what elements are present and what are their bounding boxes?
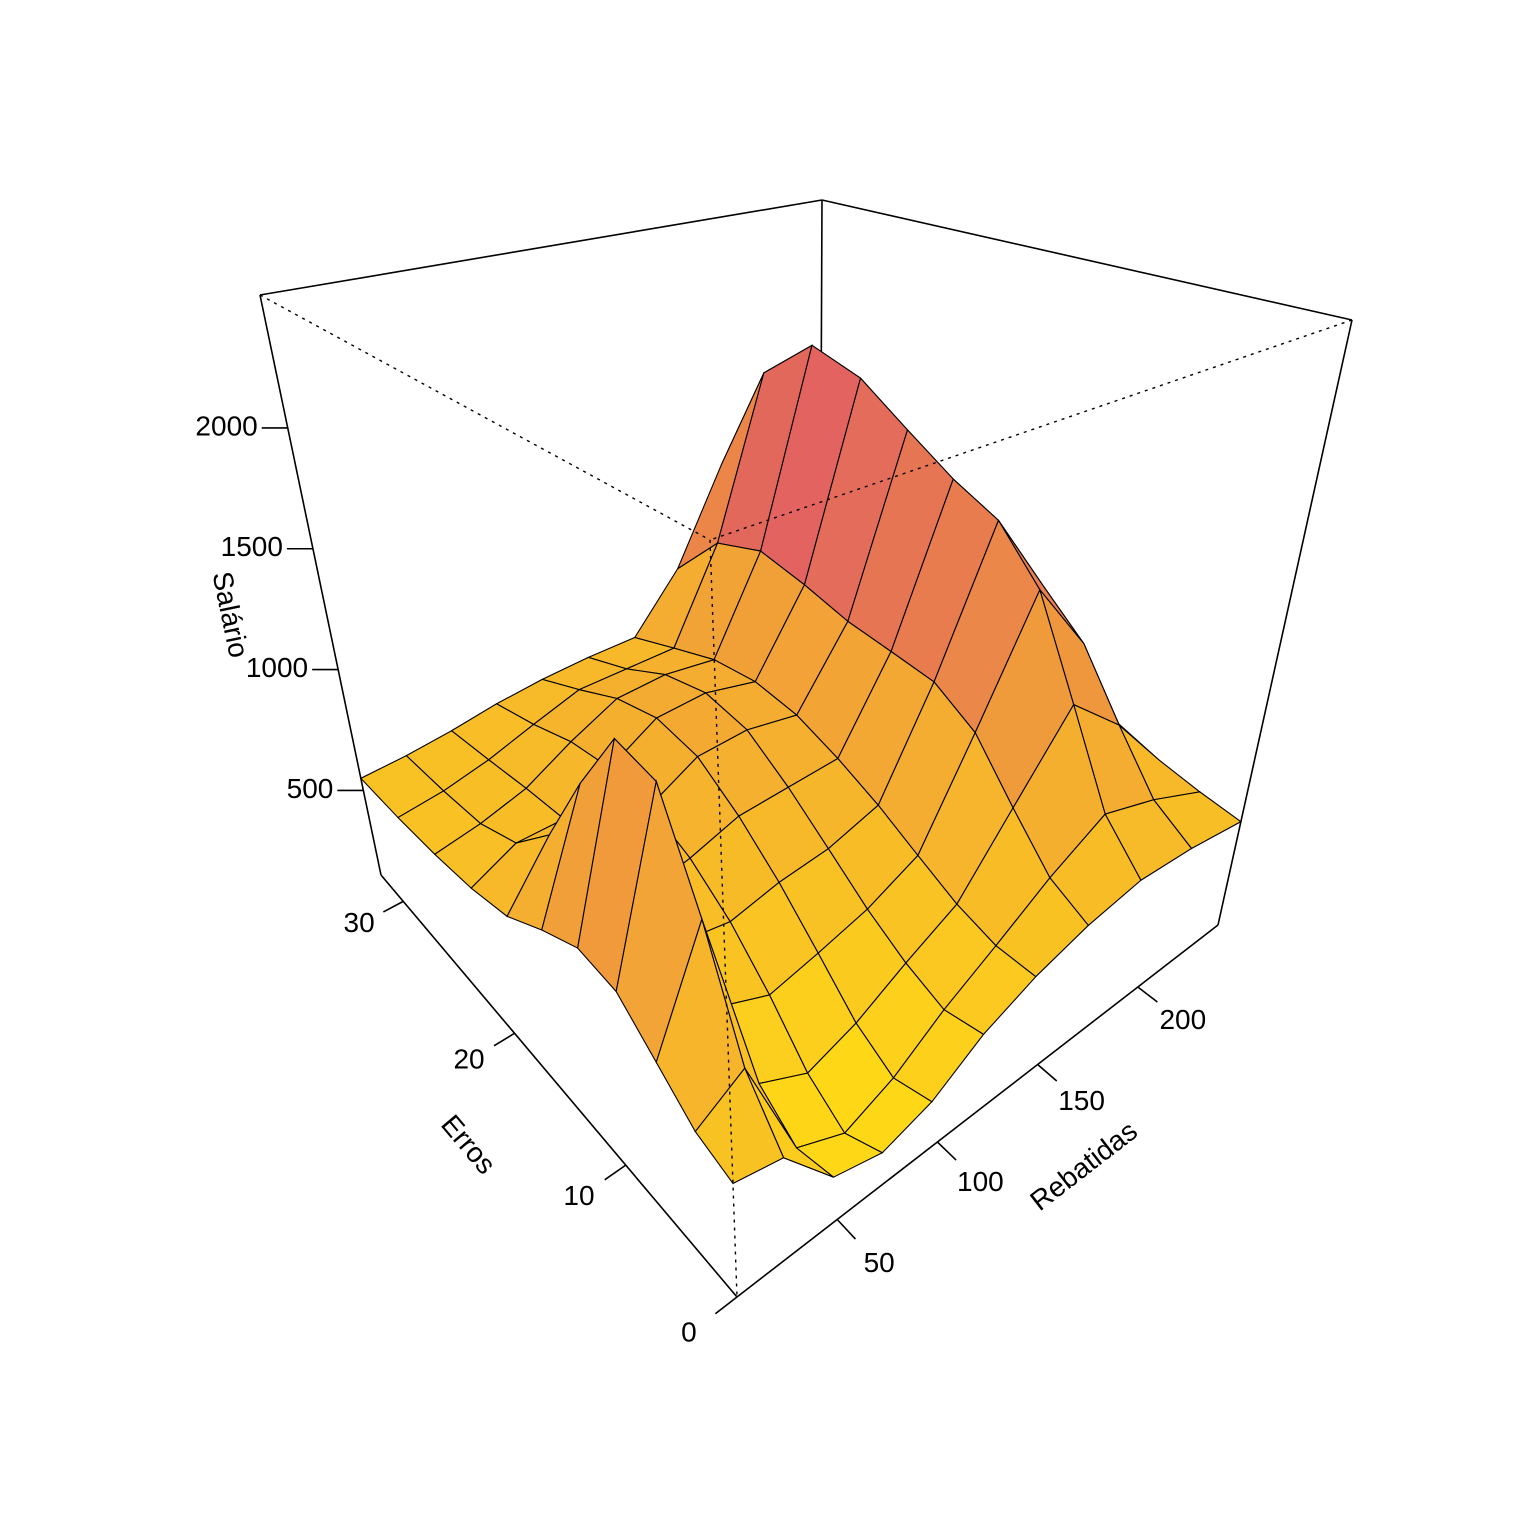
x-tick-label: 50 [864, 1247, 895, 1278]
z-tick-label: 2000 [195, 410, 257, 441]
surface [359, 344, 1242, 1185]
x-tick [936, 1141, 957, 1161]
x-tick-label: 200 [1159, 1004, 1206, 1035]
z-axis-title: Salário [206, 569, 254, 661]
y-tick-label: 30 [344, 907, 375, 938]
x-tick-label: 150 [1058, 1085, 1105, 1116]
z-tick-label: 500 [287, 773, 334, 804]
x-tick-label: 100 [957, 1166, 1004, 1197]
box-edge-hidden [709, 539, 738, 1298]
y-tick [493, 1032, 515, 1047]
z-tick-label: 1500 [221, 531, 283, 562]
box-edge [821, 199, 1353, 321]
x-axis-title: Rebatidas [1024, 1115, 1143, 1217]
x-tick [1037, 1063, 1058, 1082]
x-tick [836, 1218, 857, 1240]
box-edge [380, 874, 738, 1298]
x-tick [1137, 986, 1158, 1003]
y-tick-label: 0 [681, 1317, 697, 1348]
box-edge [259, 199, 823, 296]
box-edge-hidden [709, 319, 1353, 541]
z-tick-label: 1000 [246, 652, 308, 683]
y-tick [714, 1296, 738, 1315]
y-tick-label: 20 [453, 1044, 484, 1075]
y-tick [383, 900, 404, 913]
y-tick [604, 1164, 627, 1181]
surface-facet [694, 1067, 785, 1185]
y-axis-title: Erros [435, 1109, 502, 1180]
box-edge [1217, 319, 1353, 926]
y-tick-label: 10 [563, 1180, 594, 1211]
box-edge-hidden [259, 294, 711, 541]
